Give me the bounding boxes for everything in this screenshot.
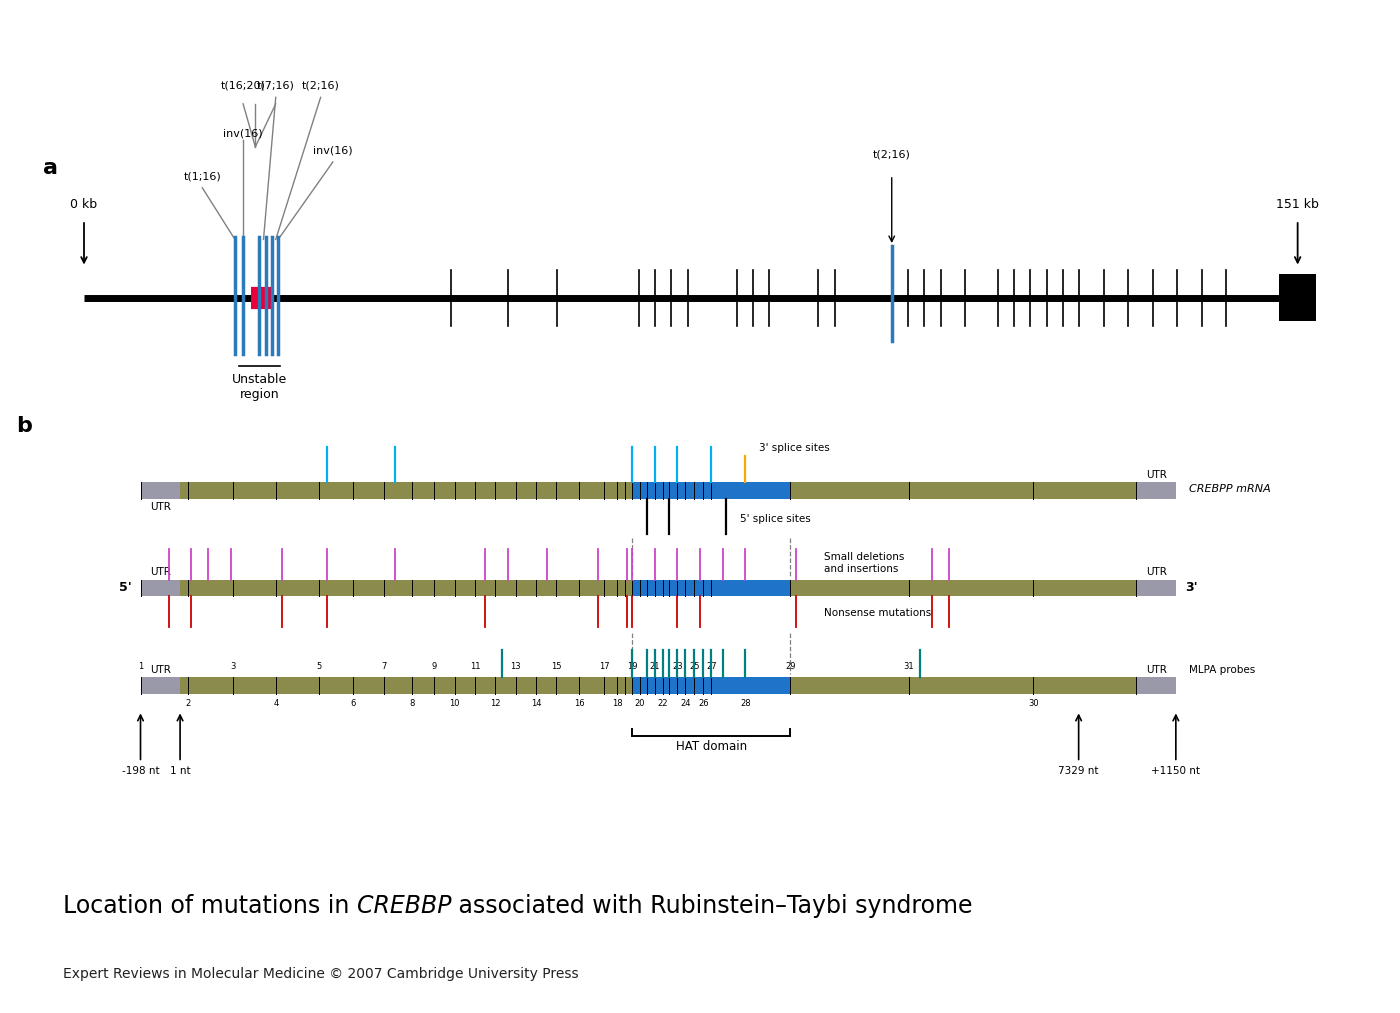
Text: CREBBP: CREBBP — [357, 894, 451, 918]
Text: 3' splice sites: 3' splice sites — [759, 443, 830, 453]
Text: 19: 19 — [627, 661, 637, 671]
Text: 8: 8 — [409, 699, 414, 708]
Text: +1150 nt: +1150 nt — [1151, 766, 1200, 776]
Text: 17: 17 — [599, 661, 609, 671]
Bar — [140, 677, 181, 694]
Text: t(7;16): t(7;16) — [256, 81, 294, 91]
Text: 20: 20 — [634, 699, 645, 708]
Text: MLPA probes: MLPA probes — [1190, 665, 1256, 675]
Text: inv(16): inv(16) — [314, 146, 353, 156]
Bar — [791, 482, 1137, 498]
Text: 24: 24 — [680, 699, 690, 708]
Bar — [140, 579, 181, 597]
Text: 27: 27 — [706, 661, 717, 671]
Text: 9: 9 — [431, 661, 437, 671]
Text: -198 nt: -198 nt — [122, 766, 160, 776]
Text: t(16;20): t(16;20) — [221, 81, 266, 91]
Text: Unstable
region: Unstable region — [232, 373, 287, 401]
Text: 3': 3' — [1184, 581, 1197, 595]
Text: UTR: UTR — [150, 567, 171, 577]
Text: Expert Reviews in Molecular Medicine © 2007 Cambridge University Press: Expert Reviews in Molecular Medicine © 2… — [63, 966, 578, 981]
Text: UTR: UTR — [1145, 567, 1166, 577]
Bar — [140, 482, 181, 498]
Text: 22: 22 — [658, 699, 668, 708]
Text: Location of mutations in: Location of mutations in — [63, 894, 357, 918]
Bar — [181, 482, 633, 498]
Bar — [633, 677, 791, 694]
Text: 25: 25 — [689, 661, 700, 671]
Bar — [1137, 677, 1176, 694]
Text: t(2;16): t(2;16) — [301, 81, 340, 91]
Text: Small deletions
and insertions: Small deletions and insertions — [825, 552, 904, 573]
Text: UTR: UTR — [1145, 665, 1166, 675]
Text: t(2;16): t(2;16) — [872, 150, 910, 160]
Text: 14: 14 — [531, 699, 542, 708]
Text: 151 kb: 151 kb — [1277, 199, 1319, 212]
Text: 11: 11 — [470, 661, 480, 671]
Text: 1 nt: 1 nt — [169, 766, 190, 776]
Text: 10: 10 — [449, 699, 461, 708]
Text: 5: 5 — [316, 661, 322, 671]
Text: a: a — [43, 158, 59, 178]
Text: HAT domain: HAT domain — [676, 741, 746, 753]
Text: 3: 3 — [231, 661, 235, 671]
Bar — [181, 677, 633, 694]
Text: CREBPP mRNA: CREBPP mRNA — [1190, 484, 1271, 494]
Text: 16: 16 — [574, 699, 584, 708]
Text: 26: 26 — [699, 699, 708, 708]
Bar — [181, 579, 633, 597]
Bar — [1137, 579, 1176, 597]
Text: 5' splice sites: 5' splice sites — [739, 514, 811, 524]
Bar — [1137, 482, 1176, 498]
Text: t(1;16): t(1;16) — [183, 171, 221, 181]
Text: 28: 28 — [739, 699, 750, 708]
Bar — [1280, 274, 1316, 321]
Bar — [791, 677, 1137, 694]
Text: 30: 30 — [1028, 699, 1039, 708]
Text: 6: 6 — [350, 699, 356, 708]
Text: UTR: UTR — [150, 502, 171, 513]
Text: 1: 1 — [137, 661, 143, 671]
Text: b: b — [17, 416, 32, 436]
Text: 7: 7 — [381, 661, 386, 671]
Text: 15: 15 — [552, 661, 561, 671]
Text: 13: 13 — [511, 661, 521, 671]
Text: 5': 5' — [119, 581, 132, 595]
Text: 29: 29 — [785, 661, 795, 671]
Text: inv(16): inv(16) — [223, 129, 263, 139]
Text: associated with Rubinstein–Taybi syndrome: associated with Rubinstein–Taybi syndrom… — [451, 894, 973, 918]
Text: 7329 nt: 7329 nt — [1058, 766, 1099, 776]
Text: 2: 2 — [185, 699, 190, 708]
Text: 4: 4 — [273, 699, 279, 708]
Bar — [633, 579, 791, 597]
Bar — [633, 482, 791, 498]
Text: Nonsense mutations: Nonsense mutations — [825, 608, 931, 618]
Text: UTR: UTR — [150, 665, 171, 675]
Text: 23: 23 — [672, 661, 683, 671]
Text: 18: 18 — [612, 699, 623, 708]
Text: 0 kb: 0 kb — [70, 199, 98, 212]
Text: 12: 12 — [490, 699, 501, 708]
Text: UTR: UTR — [1145, 470, 1166, 479]
Text: 31: 31 — [904, 661, 914, 671]
Bar — [791, 579, 1137, 597]
Text: 21: 21 — [650, 661, 659, 671]
